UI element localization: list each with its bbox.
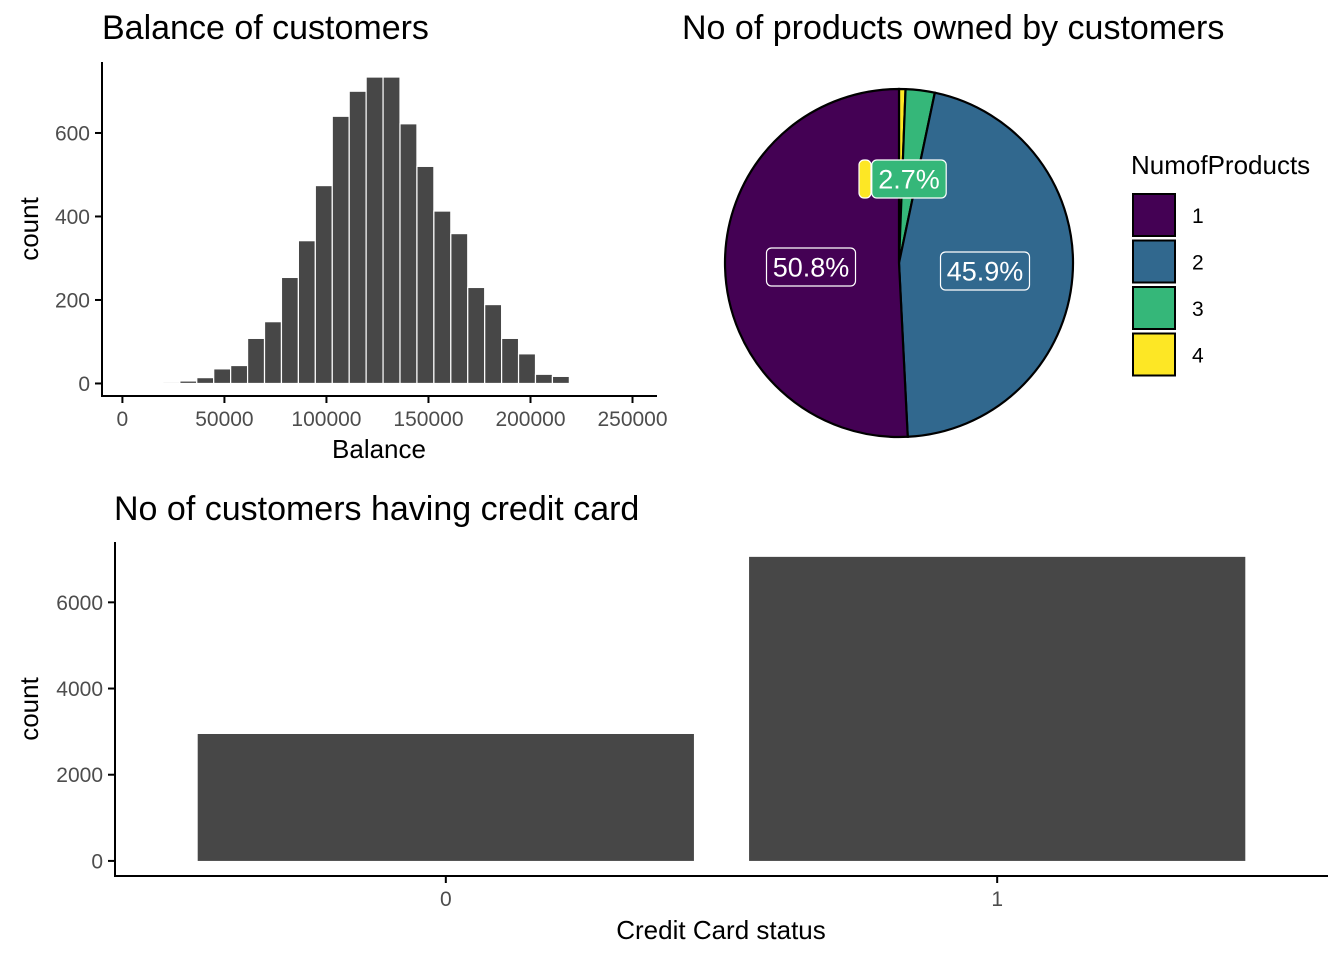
creditcard-y-tick-label: 6000 [56,592,103,615]
histogram-bar [162,381,181,385]
creditcard-panel: No of customers having credit card 0 2000… [14,490,1328,945]
histogram-bar [433,210,452,385]
histogram-x-tick-label: 100000 [291,408,361,431]
histogram-bar [450,232,469,385]
legend-key-1 [1132,193,1176,237]
histogram-bar [399,123,418,385]
histogram-y-tick-label: 200 [55,289,90,312]
histogram-x-tick-label: 150000 [393,408,463,431]
legend-key-2 [1132,239,1176,284]
histogram-bar [365,76,384,385]
pie-label-1: 50.8% [773,253,850,283]
creditcard-bars [197,556,1246,861]
legend-label-1: 1 [1192,205,1204,228]
histogram-bars [162,76,570,385]
creditcard-y-axis-title: count [14,676,44,740]
histogram-bar [213,368,232,385]
creditcard-x-tick-label: 1 [991,888,1003,911]
histogram-x-axis-title: Balance [332,434,426,464]
histogram-y-axis-title: count [14,196,44,260]
pie-label-3: 2.7% [878,165,940,195]
histogram-bar [314,184,333,385]
histogram-panel: Balance of customers 0 200 400 600 0 50000 10… [14,9,668,464]
pie-label-2: 45.9% [947,257,1024,287]
pie-label-box-3 [871,159,947,199]
histogram-x-tick-label: 0 [117,408,129,431]
histogram-bar [517,353,537,385]
histogram-x-tick-label: 50000 [195,408,253,431]
histogram-bar [501,337,520,385]
legend-label-4: 4 [1192,345,1204,368]
histogram-bar [551,375,570,385]
histogram-bar [246,337,266,385]
histogram-bar [179,380,198,385]
creditcard-y-tick-label: 4000 [56,678,103,701]
creditcard-title: No of customers having credit card [114,490,639,528]
histogram-y-tick-label: 400 [55,206,90,229]
pie-legend: NumofProducts 1 2 3 4 [1131,150,1310,377]
histogram-bar [230,364,249,385]
legend-label-2: 2 [1192,252,1204,275]
creditcard-y-tick-label: 0 [91,850,103,873]
histogram-bar [467,286,486,385]
histogram-x-ticks: 0 50000 100000 150000 200000 250000 [117,396,668,431]
legend-key-4 [1132,332,1176,377]
legend-label-3: 3 [1192,298,1204,321]
histogram-bar [348,90,367,385]
histogram-title: Balance of customers [102,9,429,47]
histogram-bar [382,76,401,385]
histogram-y-tick-label: 600 [55,122,90,145]
pie-label-box-1 [765,247,857,287]
creditcard-bar-1 [749,556,1246,861]
creditcard-bar-0 [197,733,694,861]
creditcard-x-axis-title: Credit Card status [616,915,826,945]
histogram-bar [331,115,350,385]
histogram-bar [416,165,435,385]
pie-labels: 50.8% 45.9% 2.7% [765,159,1031,291]
histogram-bar [534,373,554,385]
histogram-bar [196,377,215,385]
histogram-bar [297,240,316,385]
legend-keys: 1 2 3 4 [1132,193,1204,377]
histogram-bar [280,276,299,385]
creditcard-y-tick-label: 2000 [56,764,103,787]
pie-panel: No of products owned by customers 50.8% 4… [682,9,1310,439]
histogram-x-tick-label: 250000 [597,408,667,431]
legend-key-3 [1132,286,1176,330]
legend-title: NumofProducts [1131,150,1310,180]
pie-label-box-2 [939,251,1031,291]
histogram-bar [484,303,503,385]
histogram-y-tick-label: 0 [78,373,90,396]
creditcard-x-tick-label: 0 [440,888,452,911]
histogram-x-tick-label: 200000 [495,408,565,431]
creditcard-y-ticks: 0 2000 4000 6000 [56,592,115,873]
pie-label-box-4 [858,159,872,199]
histogram-y-ticks: 0 200 400 600 [55,122,102,396]
histogram-bar [263,321,283,385]
pie-title: No of products owned by customers [682,9,1224,47]
